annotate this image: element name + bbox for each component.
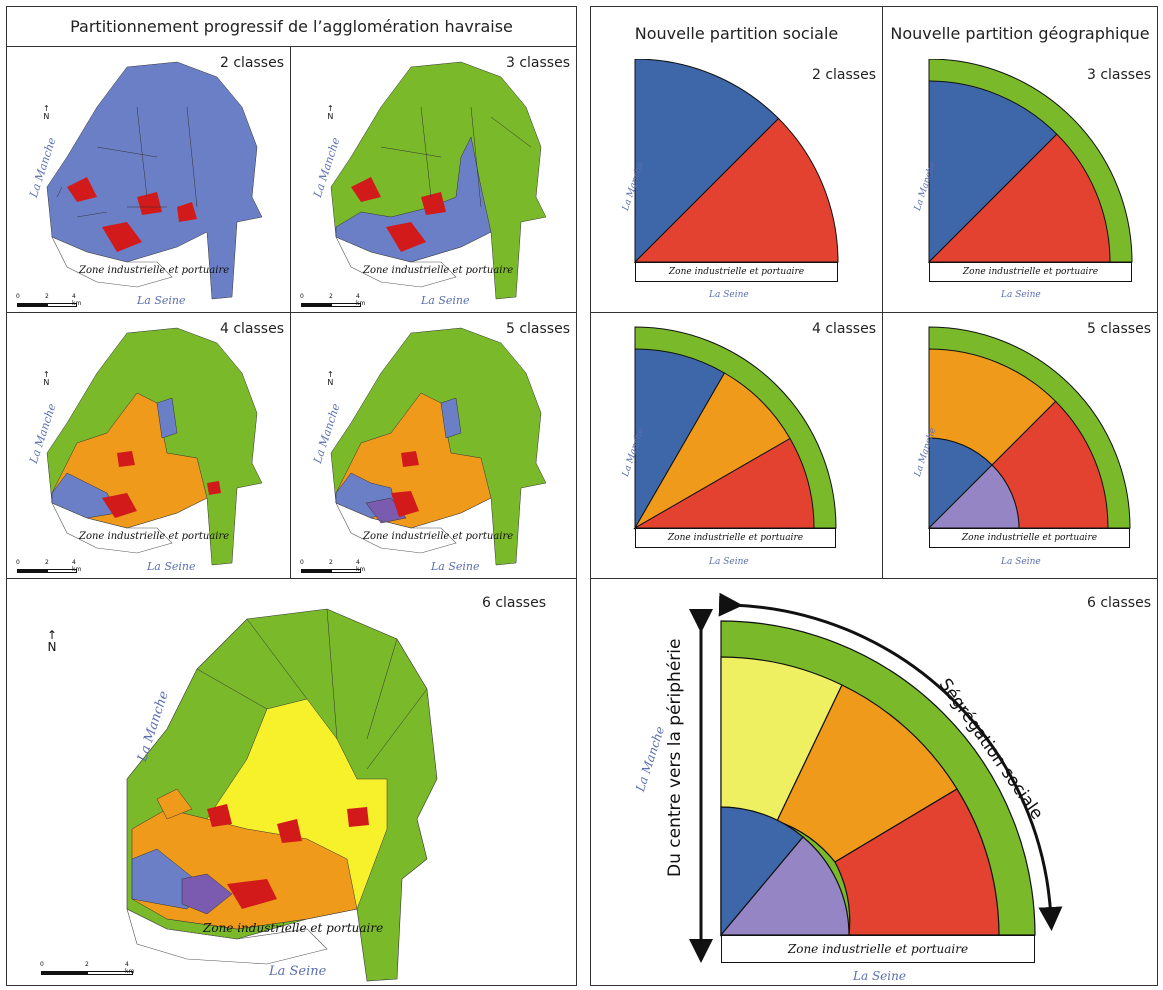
grid-divider (591, 578, 1157, 579)
river-label: La Seine (269, 964, 327, 979)
left-panel: Partitionnement progressif de l’agglomér… (6, 6, 577, 986)
zone-box: Zone industrielle et portuaire (721, 935, 1035, 963)
grid-divider (7, 578, 576, 579)
diagram-classes-label: 5 classes (1086, 321, 1151, 337)
zone-box: Zone industrielle et portuaire (635, 262, 838, 282)
map-2-classes: 2 classes ↑ N La Manche Zone industrielle… (7, 47, 290, 312)
zone-label: Zone industrielle et portuaire (79, 531, 230, 542)
river-label: La Seine (421, 294, 470, 307)
diagram-3-classes-graphic (927, 59, 1133, 264)
diagram-3-classes: 3 classes Zone industrielle et portuaire… (883, 59, 1157, 312)
map-5-classes-graphic (330, 327, 547, 566)
diagram-2-classes-graphic (633, 59, 839, 264)
zone-label: Zone industrielle et portuaire (363, 531, 514, 542)
map-6-classes-graphic (126, 608, 438, 982)
diagram-4-classes-graphic (633, 326, 837, 530)
map-4-classes-graphic (46, 327, 263, 566)
zone-label: Zone industrielle et portuaire (203, 921, 384, 935)
diagram-classes-label: 3 classes (1086, 67, 1151, 83)
diagram-classes-label: 4 classes (811, 321, 876, 337)
diagram-classes-label: 6 classes (1086, 595, 1151, 611)
river-label: La Seine (1001, 290, 1041, 300)
diagram-4-classes: 4 classes Zone industrielle et portuaire… (591, 313, 882, 578)
map-5-classes: 5 classes ↑ N La Manche Zone industrielle… (291, 313, 576, 578)
map-3-classes: 3 classes ↑ N La Manche Zone industrielle… (291, 47, 576, 312)
river-label: La Seine (1001, 557, 1041, 567)
map-classes-label: 4 classes (219, 321, 284, 337)
diagram-classes-label: 2 classes (811, 67, 876, 83)
north-arrow-icon: ↑ N (327, 370, 334, 387)
diagram-5-classes: 5 classes Zone industrielle et portuaire… (883, 313, 1157, 578)
left-panel-title: Partitionnement progressif de l’agglomér… (7, 7, 576, 47)
map-classes-label: 3 classes (505, 55, 570, 71)
river-label: La Seine (709, 557, 749, 567)
map-classes-label: 5 classes (505, 321, 570, 337)
map-2-classes-graphic (46, 61, 263, 300)
north-arrow-icon: ↑ N (47, 628, 58, 654)
zone-label: Zone industrielle et portuaire (79, 265, 230, 276)
north-arrow-icon: ↑ N (43, 104, 50, 121)
diagram-6-classes-graphic (689, 592, 1063, 963)
diagram-5-classes-graphic (927, 326, 1131, 530)
map-3-classes-graphic (330, 61, 547, 300)
river-label: La Seine (431, 560, 480, 573)
zone-box: Zone industrielle et portuaire (635, 528, 836, 548)
diagram-6-classes: 6 classes Zone industrielle et portuaire… (591, 579, 1157, 985)
map-classes-label: 6 classes (481, 595, 546, 611)
grid-divider (882, 7, 883, 578)
river-label: La Seine (147, 560, 196, 573)
zone-box: Zone industrielle et portuaire (929, 528, 1130, 548)
map-classes-label: 2 classes (219, 55, 284, 71)
grid-divider (7, 312, 576, 313)
diagram-2-classes: 2 classes Zone industrielle et portuaire… (591, 59, 882, 312)
map-4-classes: 4 classes ↑ N La Manche Zone industrielle… (7, 313, 290, 578)
zone-box: Zone industrielle et portuaire (929, 262, 1132, 282)
river-label: La Seine (709, 290, 749, 300)
map-6-classes: 6 classes ↑ N La Manche Zone industrielle… (7, 579, 576, 985)
river-label: La Seine (137, 294, 186, 307)
right-title-social: Nouvelle partition sociale (634, 23, 839, 43)
axis-vertical-label: Du centre vers la périphérie (665, 638, 685, 877)
grid-divider (591, 312, 1157, 313)
river-label: La Seine (853, 969, 906, 983)
zone-label: Zone industrielle et portuaire (363, 265, 514, 276)
right-title-geo: Nouvelle partition géographique (890, 23, 1150, 43)
right-panel: Nouvelle partition sociale Nouvelle part… (590, 6, 1158, 986)
north-arrow-icon: ↑ N (327, 104, 334, 121)
north-arrow-icon: ↑ N (43, 370, 50, 387)
